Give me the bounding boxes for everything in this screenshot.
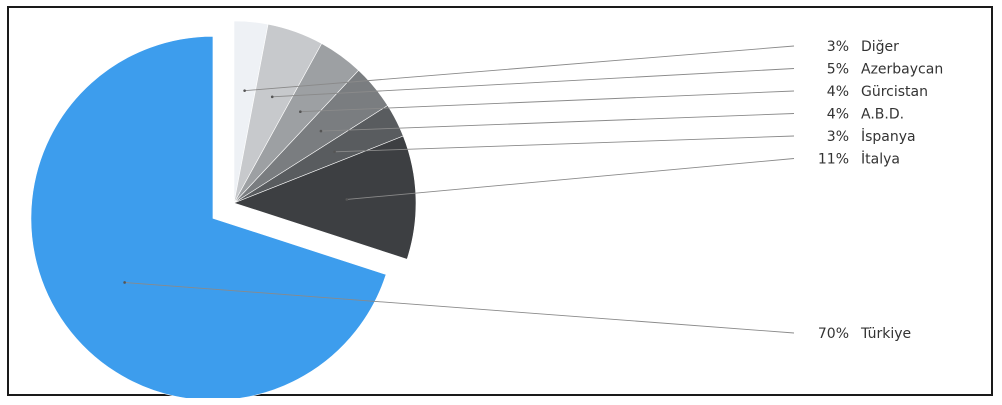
leader-line-turkiye bbox=[124, 282, 795, 334]
slice-category-label-a-b-d: A.B.D. bbox=[861, 107, 904, 123]
leader-line-azerbaycan bbox=[272, 68, 795, 98]
slice-value-label-azerbaycan: 5% bbox=[827, 62, 849, 78]
pie-slice-italya bbox=[233, 135, 417, 260]
slice-category-label-gurcistan: Gürcistan bbox=[861, 84, 928, 100]
leader-dot-turkiye bbox=[123, 281, 126, 284]
chart-frame: 3% Diğer 5% Azerbaycan 4% Gürcistan 4% A.B.D. 3%… bbox=[7, 6, 993, 398]
slice-category-label-azerbaycan: Azerbaycan bbox=[861, 62, 943, 78]
slice-value-label-a-b-d: 4% bbox=[827, 107, 849, 123]
slice-labels: 3% Diğer 5% Azerbaycan 4% Gürcistan 4% A.B.D. 3%… bbox=[818, 39, 943, 342]
leader-dot-gurcistan bbox=[299, 110, 302, 114]
slice-value-label-turkiye: 70% bbox=[818, 326, 849, 342]
slice-value-label-italya: 11% bbox=[818, 152, 849, 168]
slice-category-label-italya: İtalya bbox=[861, 150, 900, 168]
leader-line-ispanya bbox=[334, 135, 795, 153]
slice-value-label-gurcistan: 4% bbox=[827, 84, 849, 100]
slice-value-label-ispanya: 3% bbox=[827, 129, 849, 145]
leader-dot-diger bbox=[243, 89, 246, 92]
leader-dot-azerbaycan bbox=[270, 95, 274, 99]
slice-value-label-diger: 3% bbox=[827, 39, 849, 55]
leader-dot-ispanya bbox=[333, 150, 336, 154]
slice-category-label-diger: Diğer bbox=[861, 39, 899, 55]
pie-slice-turkiye bbox=[30, 35, 387, 398]
leader-line-gurcistan bbox=[300, 90, 795, 113]
slice-category-label-turkiye: Türkiye bbox=[860, 326, 911, 342]
leader-lines bbox=[123, 45, 795, 334]
pie-slices bbox=[30, 20, 417, 398]
leader-dot-italya bbox=[345, 198, 349, 201]
slice-category-label-ispanya: İspanya bbox=[861, 127, 916, 145]
pie-chart: 3% Diğer 5% Azerbaycan 4% Gürcistan 4% A.B.D. 3%… bbox=[30, 20, 943, 398]
leader-dot-a-b-d bbox=[319, 129, 323, 133]
leader-line-diger bbox=[244, 45, 795, 92]
leader-line-italya bbox=[346, 158, 795, 200]
leader-line-a-b-d bbox=[320, 113, 795, 132]
